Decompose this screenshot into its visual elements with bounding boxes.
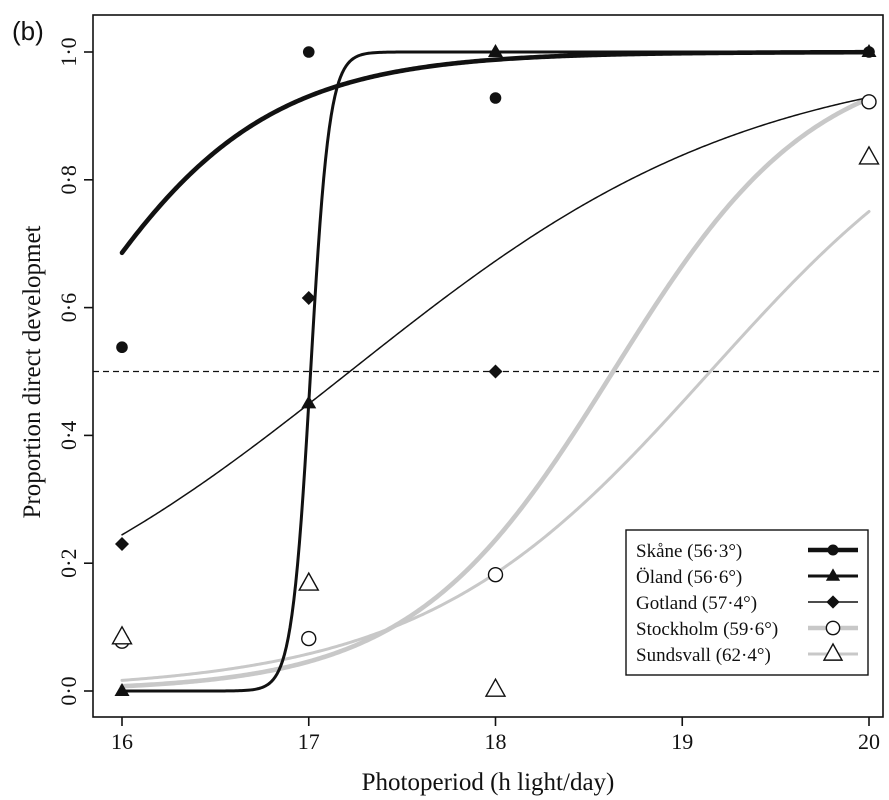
data-point-series-2 — [861, 43, 877, 57]
fit-curve-1 — [119, 49, 872, 256]
legend-label: Gotland (57·4°) — [636, 593, 757, 614]
x-tick-label: 20 — [858, 729, 880, 754]
x-tick-label: 18 — [485, 729, 507, 754]
panel-label: (b) — [12, 16, 44, 46]
data-point-series-1 — [302, 46, 315, 58]
data-point-series-4 — [487, 567, 504, 583]
data-point-series-4 — [861, 94, 877, 110]
data-point-series-5 — [298, 571, 320, 591]
y-axis-label: Proportion direct developmet — [19, 225, 46, 518]
data-point-series-2 — [488, 43, 503, 57]
y-axis: 0·0 0·2 0·4 0·6 0·8 1·0 — [56, 37, 93, 706]
fit-curve-3 — [121, 96, 870, 536]
y-tick-label: 0·0 — [56, 676, 81, 705]
data-point-series-5 — [858, 145, 880, 165]
data-point-series-1 — [489, 92, 502, 104]
y-tick-label: 0·8 — [56, 165, 81, 194]
x-axis-label: Photoperiod (h light/day) — [362, 769, 615, 796]
plot-border — [92, 14, 884, 718]
plot-frame — [92, 14, 884, 718]
legend-label: Öland (56·6°) — [636, 567, 742, 588]
legend-marker — [822, 642, 844, 661]
x-axis: 16 17 18 19 20 — [111, 717, 880, 754]
legend-label: Stockholm (59·6°) — [636, 619, 778, 640]
y-tick-label: 0·6 — [56, 293, 81, 322]
data-points-layer — [111, 43, 880, 697]
legend-marker — [825, 620, 841, 636]
legend-marker — [825, 568, 841, 581]
fit-curve-4 — [119, 96, 872, 689]
data-point-series-4 — [301, 630, 317, 647]
data-point-series-1 — [116, 341, 128, 354]
y-tick-label: 0·2 — [56, 549, 81, 578]
y-tick-label: 1·0 — [56, 37, 81, 66]
data-point-series-5 — [111, 625, 133, 645]
legend-marker — [826, 595, 840, 609]
data-point-series-2 — [301, 395, 317, 409]
data-point-series-3 — [488, 364, 503, 379]
legend-marker — [827, 544, 839, 556]
data-point-series-3 — [301, 291, 316, 306]
x-tick-label: 19 — [671, 729, 693, 754]
legend-label: Sundsvall (62·4°) — [636, 645, 771, 666]
legend: Skåne (56·3°) Öland (56·6°) Gotland (57·4°… — [625, 529, 869, 676]
y-tick-label: 0·4 — [56, 421, 81, 450]
data-point-series-5 — [484, 677, 507, 697]
data-point-series-2 — [114, 682, 130, 696]
legend-label: Skåne (56·3°) — [636, 541, 742, 562]
data-point-series-3 — [115, 537, 129, 552]
x-tick-label: 16 — [111, 729, 133, 754]
x-tick-label: 17 — [298, 729, 320, 754]
